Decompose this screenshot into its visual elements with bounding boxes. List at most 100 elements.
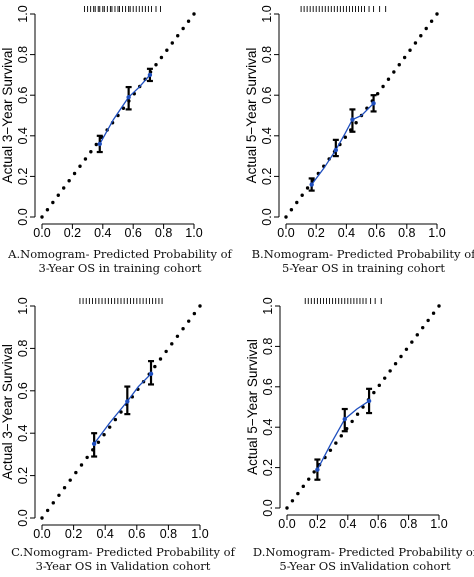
ideal-line-dot [192, 12, 196, 16]
ideal-line-dot [307, 477, 311, 481]
ideal-line-dot [181, 327, 185, 331]
x-tick-label: 1.0 [191, 527, 208, 541]
panel-caption-line: D.Nomogram- Predicted Probability of [253, 545, 474, 559]
x-tick-label: 0.4 [339, 517, 356, 531]
x-tick-label: 0.2 [309, 517, 326, 531]
y-tick-label: 0.2 [260, 168, 274, 185]
x-tick-label: 1.0 [430, 517, 447, 531]
y-tick-label: 0.0 [16, 208, 30, 225]
ideal-line-dot [62, 486, 67, 490]
ideal-line-dot [410, 340, 414, 344]
ideal-line-dot [355, 412, 360, 416]
y-axis-title: Actual 3−Year Survival [0, 344, 15, 480]
calibration-point [333, 147, 339, 153]
x-tick-label: 0.8 [155, 226, 172, 240]
x-tick-label: 0.0 [33, 527, 50, 541]
y-tick-label: 0.2 [16, 168, 30, 185]
y-tick-label: 0.8 [16, 46, 30, 63]
ideal-line-dot [40, 215, 44, 219]
calibration-point [147, 72, 153, 78]
calibration-panel-2: 0.0 0.2 0.4 0.6 0.8 1.0 0.0 0.2 0.4 0.6 0.8 1.0 Actu… [0, 297, 236, 573]
ideal-line-dot [176, 34, 180, 38]
ideal-line-dot [159, 55, 164, 60]
y-tick-label: 1.0 [16, 297, 30, 314]
ideal-line-dot [339, 434, 343, 438]
calibration-point [126, 95, 131, 100]
x-tick-label: 0.0 [277, 226, 294, 240]
y-tick-label: 0.4 [16, 127, 30, 144]
ideal-line-dot [85, 455, 89, 460]
ideal-line-dot [175, 334, 180, 338]
y-tick-label: 0.0 [260, 208, 274, 225]
x-tick-label: 0.4 [97, 527, 114, 541]
ideal-line-dot [62, 186, 66, 190]
calibration-point [315, 467, 320, 472]
ideal-line-dot [372, 390, 376, 395]
panel-caption-line: A.Nomogram- Predicted Probability of [7, 247, 232, 261]
ideal-line-dot [102, 433, 106, 437]
panel-caption-line: 3-Year OS in Validation cohort [36, 559, 211, 573]
ideal-line-dot [165, 48, 169, 52]
ideal-line-dot [383, 376, 387, 380]
ideal-line-dot [94, 142, 98, 147]
ideal-line-dot [426, 318, 430, 323]
ideal-line-dot [392, 70, 396, 74]
ideal-line-dot [198, 304, 202, 308]
ideal-line-dot [158, 357, 163, 361]
y-tick-label: 0.8 [261, 338, 275, 355]
ideal-line-dot [192, 311, 197, 316]
ideal-line-dot [381, 84, 385, 89]
calibration-fit-line [93, 373, 152, 445]
ideal-line-dot [424, 26, 428, 31]
ideal-line-dot [285, 506, 289, 510]
ideal-line-dot [83, 157, 88, 161]
ideal-line-dot [170, 342, 174, 346]
ideal-line-dot [328, 448, 333, 452]
ideal-line-dot [419, 34, 423, 38]
ideal-line-dot [301, 484, 305, 489]
x-tick-label: 0.8 [160, 527, 177, 541]
ideal-line-dot [74, 470, 78, 475]
x-tick-label: 0.6 [128, 527, 145, 541]
y-tick-label: 0.4 [16, 424, 30, 441]
x-tick-label: 0.8 [398, 226, 415, 240]
x-tick-label: 0.0 [33, 226, 50, 240]
y-tick-label: 0.4 [261, 418, 275, 435]
y-tick-label: 0.4 [260, 127, 274, 144]
panel-caption-line: B.Nomogram- Predicted Probability of [252, 247, 474, 261]
y-tick-label: 0.8 [16, 340, 30, 357]
ideal-line-dot [408, 48, 412, 52]
calibration-point [371, 101, 376, 106]
y-axis-title: Actual 5−Year Survival [245, 339, 260, 475]
ideal-line-dot [393, 362, 398, 366]
y-axis-title: Actual 3−Year Survival [0, 48, 15, 184]
ideal-line-dot [79, 463, 84, 467]
ideal-line-dot [354, 121, 358, 125]
ideal-line-dot [399, 354, 403, 359]
ideal-line-dot [305, 186, 310, 190]
ideal-line-dot [96, 440, 101, 444]
calibration-panel-3: 0.0 0.2 0.4 0.6 0.8 1.0 0.0 0.2 0.4 0.6 0.8 1.0 Actu… [245, 297, 474, 573]
calibration-point [350, 117, 355, 122]
calibration-point [309, 182, 314, 187]
calibration-fit-line [99, 74, 151, 145]
ideal-line-dot [72, 171, 77, 176]
x-tick-label: 0.6 [125, 226, 142, 240]
ideal-line-dot [45, 508, 50, 513]
ideal-line-dot [415, 333, 419, 337]
ideal-line-dot [290, 499, 295, 503]
ideal-line-dot [429, 19, 434, 23]
ideal-line-dot [377, 383, 381, 388]
y-tick-label: 0.6 [16, 382, 30, 399]
calibration-panel-0: 0.0 0.2 0.4 0.6 0.8 1.0 0.0 0.2 0.4 0.6 0.8 1.0 Actu… [0, 5, 233, 275]
ideal-line-dot [343, 135, 348, 139]
ideal-line-dot [431, 311, 436, 315]
ideal-line-dot [186, 19, 191, 23]
x-tick-label: 0.6 [368, 226, 385, 240]
y-tick-label: 0.0 [16, 509, 30, 526]
ideal-line-dot [386, 77, 391, 81]
y-tick-label: 0.0 [261, 499, 275, 516]
y-tick-label: 1.0 [260, 5, 274, 22]
ideal-line-dot [170, 41, 174, 45]
ideal-line-dot [45, 208, 50, 212]
